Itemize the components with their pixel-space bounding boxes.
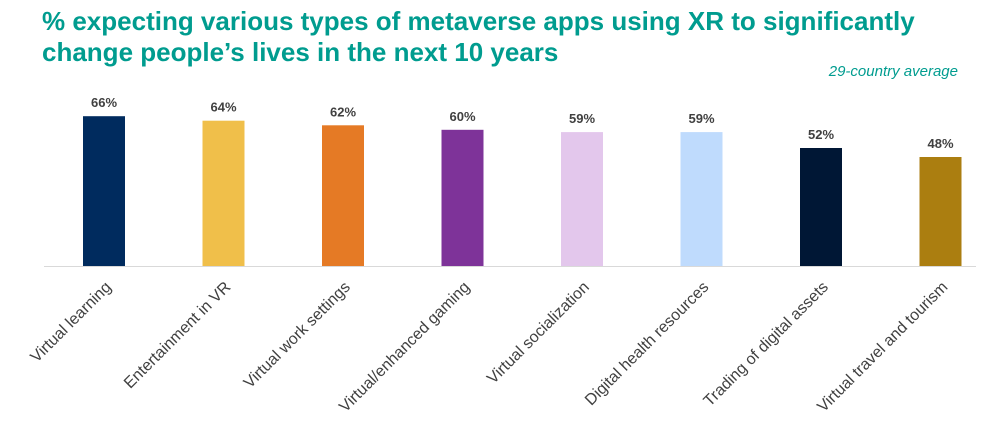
value-label-1: 66% [91, 95, 117, 110]
chart-subtitle: 29-country average [828, 63, 958, 80]
chart-title: % expecting various types of metaverse a… [42, 6, 915, 67]
bar-2 [202, 120, 245, 266]
value-label-4: 60% [449, 109, 475, 124]
category-label-5: Virtual socialization [484, 279, 593, 388]
value-label-8: 48% [927, 136, 953, 151]
category-label-8: Virtual travel and tourism [814, 279, 951, 416]
bar-8 [919, 157, 962, 266]
category-label-3: Virtual work settings [241, 279, 354, 392]
value-label-7: 52% [808, 127, 834, 142]
category-label-4: Virtual/enhanced gaming [336, 279, 473, 416]
bar-1 [83, 116, 125, 266]
category-label-6: Digital health resources [582, 279, 712, 409]
value-label-2: 64% [210, 100, 236, 115]
value-label-6: 59% [688, 111, 714, 126]
bars-layer [83, 116, 962, 266]
value-label-3: 62% [330, 104, 356, 119]
category-label-2: Entertainment in VR [121, 279, 234, 392]
category-label-1: Virtual learning [28, 279, 115, 366]
bar-3 [322, 125, 364, 266]
category-labels-layer: Virtual learning Entertainment in VR Virtu… [28, 279, 952, 416]
value-label-5: 59% [569, 111, 595, 126]
category-label-7: Trading of digital assets [701, 279, 832, 410]
bar-4 [441, 129, 484, 266]
value-labels-layer: 66% 64% 62% 60% 59% 59% 52% 48% [91, 95, 954, 151]
bar-7 [800, 148, 842, 266]
bar-5 [561, 132, 603, 266]
bar-6 [680, 132, 723, 266]
